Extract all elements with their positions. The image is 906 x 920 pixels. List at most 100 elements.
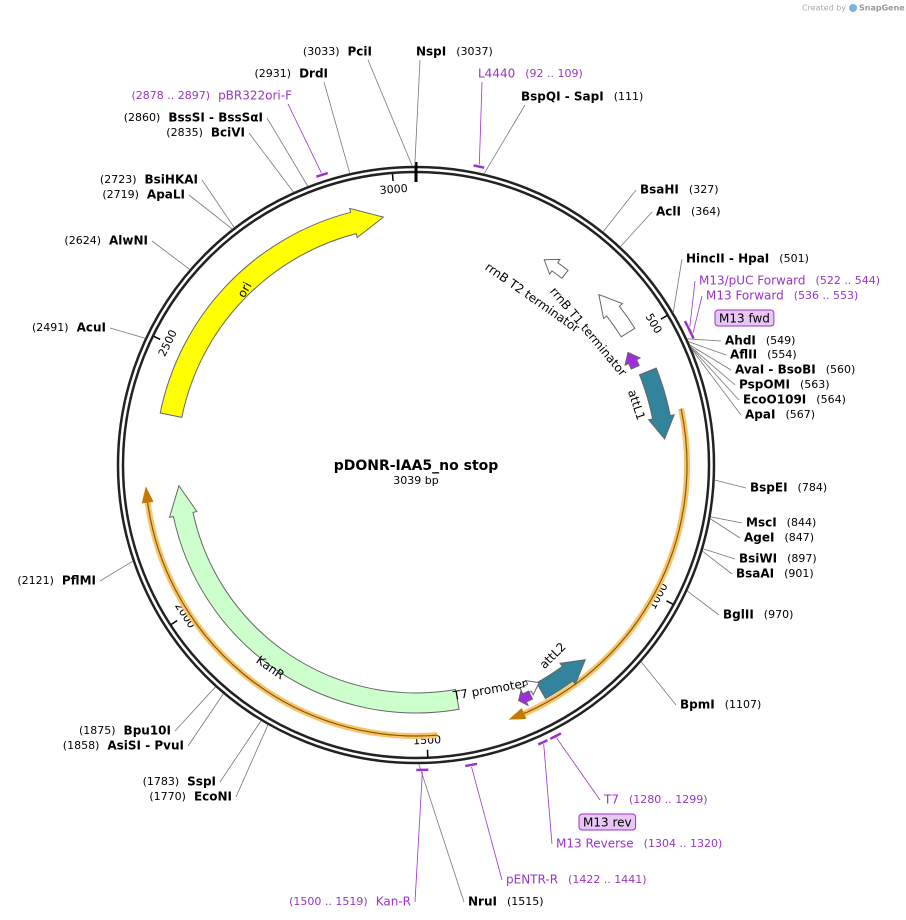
primer-position: (1280 .. 1299) <box>629 793 708 806</box>
enzyme-position: (564) <box>816 393 846 406</box>
enzyme-position: (364) <box>691 205 721 218</box>
highlight-line <box>145 493 438 737</box>
tick-mark <box>666 600 674 605</box>
primer-leader <box>689 280 696 327</box>
enzyme-leader <box>690 346 736 386</box>
feature-arrow <box>543 258 569 279</box>
tick-mark <box>660 314 668 320</box>
primer-leader <box>478 81 483 165</box>
primer-position: (1500 .. 1519) <box>289 895 368 908</box>
enzyme-name: DrdI <box>299 67 328 81</box>
enzyme-name: AvaI - BsoBI <box>735 363 816 377</box>
enzyme-name: BsiHKAI <box>145 173 199 187</box>
enzyme-leader <box>109 327 146 339</box>
enzyme-name: BsiWI <box>739 552 777 566</box>
enzyme-position: (111) <box>614 90 644 103</box>
highlight-arc <box>514 408 690 720</box>
enzyme-position: (327) <box>689 183 719 196</box>
enzyme-name: AclI <box>656 205 681 219</box>
enzyme-position: (2835) <box>166 126 203 139</box>
enzyme-name: EcoO109I <box>743 393 806 407</box>
feature-label: attL1 <box>625 388 648 422</box>
enzyme-leader <box>248 132 294 193</box>
enzyme-leader <box>323 81 351 174</box>
enzyme-name: ApaI <box>745 408 775 422</box>
primer-leader <box>556 737 601 801</box>
enzyme-position: (2931) <box>254 67 291 80</box>
feature-label: rrnB T1 terminator <box>547 284 630 379</box>
enzyme-leader <box>414 59 421 167</box>
logo <box>849 4 857 12</box>
enzyme-position: (563) <box>800 378 830 391</box>
primer-leader <box>543 744 553 845</box>
enzyme-position: (784) <box>798 481 828 494</box>
enzyme-position: (1858) <box>63 739 100 752</box>
primer-site <box>549 732 562 740</box>
feature-arrow <box>638 367 675 440</box>
primer-position: (1304 .. 1320) <box>644 837 723 850</box>
feature-small <box>624 351 642 370</box>
feature-arrow <box>598 293 636 338</box>
feature-small <box>518 689 534 707</box>
primer-position: (536 .. 553) <box>794 289 859 302</box>
highlight-head <box>508 708 527 720</box>
enzyme-leader <box>174 686 216 732</box>
enzyme-name: AlwNI <box>109 234 148 248</box>
enzyme-leader <box>702 550 733 575</box>
primer-name: M13/pUC Forward <box>699 274 806 288</box>
enzyme-leader <box>367 59 413 167</box>
enzyme-position: (2624) <box>64 234 101 247</box>
primer-box-label: M13 rev <box>583 816 632 830</box>
primer-position: (2878 .. 2897) <box>132 89 211 102</box>
enzyme-position: (549) <box>766 334 796 347</box>
feature-label: T7 promoter <box>451 676 528 703</box>
enzyme-leader <box>235 724 269 798</box>
enzyme-name: MscI <box>746 516 777 530</box>
feature-arrow <box>159 207 385 418</box>
enzyme-position: (2121) <box>17 574 54 587</box>
enzyme-position: (3037) <box>456 45 493 58</box>
tick-mark <box>391 173 394 181</box>
enzyme-position: (1875) <box>79 724 116 737</box>
enzyme-name: BglII <box>723 608 754 622</box>
plasmid-title: pDONR-IAA5_no stop <box>334 458 499 474</box>
plasmid-length: 3039 bp <box>393 474 438 487</box>
enzyme-name: AhdI <box>725 334 756 348</box>
enzyme-position: (2723) <box>100 173 137 186</box>
enzyme-leader <box>620 211 653 248</box>
credit-brand: SnapGene <box>859 4 905 13</box>
primer-box-label: M13 fwd <box>719 312 770 326</box>
enzyme-leader <box>219 720 262 783</box>
enzyme-leader <box>689 344 732 371</box>
enzyme-position: (970) <box>764 608 794 621</box>
enzyme-leader <box>418 763 465 903</box>
credit-prefix: Created by <box>802 4 846 13</box>
primer-box <box>578 813 637 831</box>
primer-name: L4440 <box>478 67 515 81</box>
primer-name: M13 Reverse <box>556 837 634 851</box>
enzyme-leader <box>201 179 235 228</box>
enzyme-leader <box>602 189 637 233</box>
enzyme-leader <box>686 590 720 616</box>
tick-mark <box>153 335 161 341</box>
enzyme-position: (501) <box>779 252 809 265</box>
tick-label: 500 <box>643 311 665 336</box>
feature-arrow <box>536 659 587 700</box>
enzyme-leader <box>672 258 683 313</box>
enzyme-leader <box>483 104 526 175</box>
enzyme-leader <box>709 518 741 539</box>
tick-label: 2500 <box>156 328 180 359</box>
primer-box <box>714 309 775 327</box>
enzyme-position: (901) <box>784 567 814 580</box>
enzyme-position: (847) <box>784 531 814 544</box>
enzyme-position: (1107) <box>725 698 762 711</box>
enzyme-leader <box>710 516 743 524</box>
enzyme-leader <box>702 548 736 560</box>
enzyme-name: AcuI <box>77 321 106 335</box>
enzyme-leader <box>687 338 722 342</box>
primer-site <box>473 164 485 169</box>
primer-site <box>465 762 478 768</box>
primer-leader <box>692 295 703 333</box>
tick-label: 3000 <box>379 182 408 197</box>
enzyme-leader <box>188 194 233 230</box>
